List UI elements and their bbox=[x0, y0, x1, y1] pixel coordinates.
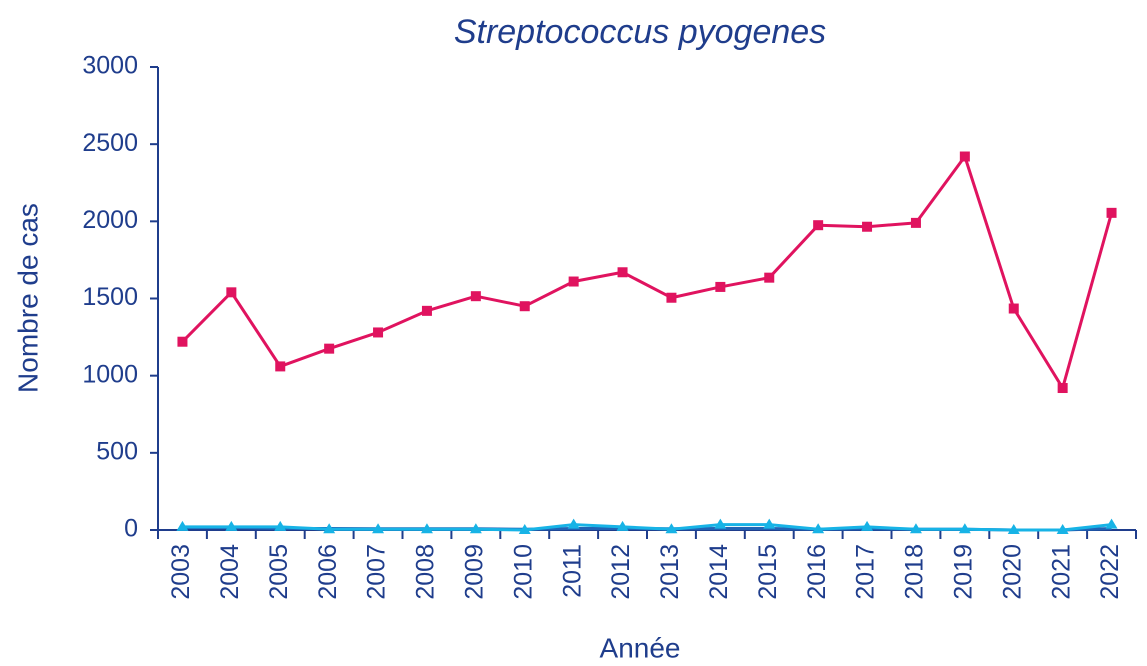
data-point bbox=[666, 292, 677, 303]
data-line bbox=[181, 155, 1113, 390]
data-point bbox=[1105, 518, 1118, 529]
data-point bbox=[420, 523, 433, 534]
data-point bbox=[1056, 524, 1069, 534]
data-point bbox=[469, 523, 482, 534]
data-point bbox=[1007, 524, 1020, 534]
data-point bbox=[764, 272, 775, 283]
data-point bbox=[861, 520, 874, 531]
data-point bbox=[518, 524, 531, 534]
x-tick-label: 2012 bbox=[607, 544, 635, 600]
x-tick-label: 2003 bbox=[167, 544, 195, 600]
data-point bbox=[616, 520, 629, 531]
data-point bbox=[862, 221, 873, 232]
x-axis-label: Année bbox=[600, 632, 681, 663]
y-tick-label: 2000 bbox=[82, 206, 138, 234]
data-point bbox=[909, 523, 922, 534]
data-point bbox=[714, 518, 727, 529]
data-point bbox=[715, 281, 726, 292]
data-point bbox=[617, 267, 628, 278]
x-tick-label: 2008 bbox=[412, 544, 440, 600]
data-point bbox=[812, 523, 825, 534]
y-tick-label: 2500 bbox=[82, 129, 138, 157]
x-tick-label: 2009 bbox=[460, 544, 488, 600]
data-point bbox=[421, 305, 432, 316]
data-point bbox=[275, 361, 286, 372]
x-tick-label: 2010 bbox=[509, 544, 537, 600]
data-point bbox=[323, 523, 336, 534]
x-tick-label: 2020 bbox=[998, 544, 1026, 600]
x-tick-label: 2004 bbox=[216, 544, 244, 600]
data-line bbox=[182, 523, 1112, 532]
x-tick-label: 2015 bbox=[754, 544, 782, 600]
data-point bbox=[372, 523, 385, 534]
data-point bbox=[1106, 207, 1117, 218]
data-point bbox=[519, 301, 530, 312]
data-point bbox=[177, 336, 188, 347]
x-tick-label: 2019 bbox=[949, 544, 977, 600]
x-tick-label: 2021 bbox=[1047, 544, 1075, 600]
data-point bbox=[225, 520, 238, 531]
data-point bbox=[274, 520, 287, 531]
x-tick-label: 2022 bbox=[1096, 544, 1124, 600]
data-point bbox=[958, 523, 971, 534]
x-tick-label: 2005 bbox=[265, 544, 293, 600]
y-tick-label: 1000 bbox=[82, 360, 138, 388]
data-point bbox=[568, 276, 579, 287]
x-tick-label: 2017 bbox=[852, 544, 880, 600]
data-point bbox=[959, 151, 970, 162]
chart-title: Streptococcus pyogenes bbox=[454, 13, 826, 51]
x-tick-label: 2006 bbox=[314, 544, 342, 600]
y-tick-label: 500 bbox=[96, 437, 138, 465]
y-tick-label: 3000 bbox=[82, 52, 138, 80]
data-point bbox=[665, 523, 678, 534]
x-tick-label: 2013 bbox=[656, 544, 684, 600]
x-tick-label: 2011 bbox=[558, 544, 586, 598]
y-tick-label: 1500 bbox=[82, 283, 138, 311]
y-tick-label: 0 bbox=[124, 515, 138, 543]
data-point bbox=[1008, 303, 1019, 314]
data-point bbox=[226, 287, 237, 298]
x-tick-label: 2018 bbox=[901, 544, 929, 600]
data-point bbox=[567, 518, 580, 529]
x-tick-label: 2014 bbox=[705, 544, 733, 600]
data-point bbox=[373, 327, 384, 338]
x-tick-label: 2016 bbox=[803, 544, 831, 600]
data-point bbox=[176, 520, 189, 531]
y-axis-label: Nombre de cas bbox=[12, 203, 43, 393]
data-point bbox=[813, 220, 824, 231]
data-point bbox=[1057, 383, 1068, 394]
data-point bbox=[910, 217, 921, 228]
x-tick-label: 2007 bbox=[363, 544, 391, 600]
data-point bbox=[763, 518, 776, 529]
data-point bbox=[470, 291, 481, 302]
data-point bbox=[324, 343, 335, 354]
